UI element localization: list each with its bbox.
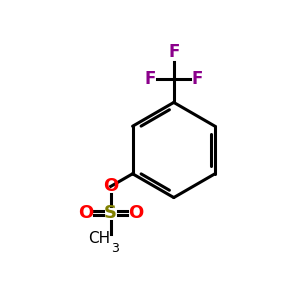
Text: F: F bbox=[192, 70, 203, 88]
Text: F: F bbox=[168, 43, 179, 61]
Text: O: O bbox=[103, 177, 118, 195]
Text: O: O bbox=[78, 204, 93, 222]
Text: CH: CH bbox=[88, 231, 111, 246]
Text: S: S bbox=[104, 204, 117, 222]
Text: 3: 3 bbox=[111, 242, 119, 255]
Text: F: F bbox=[145, 70, 156, 88]
Text: O: O bbox=[128, 204, 144, 222]
